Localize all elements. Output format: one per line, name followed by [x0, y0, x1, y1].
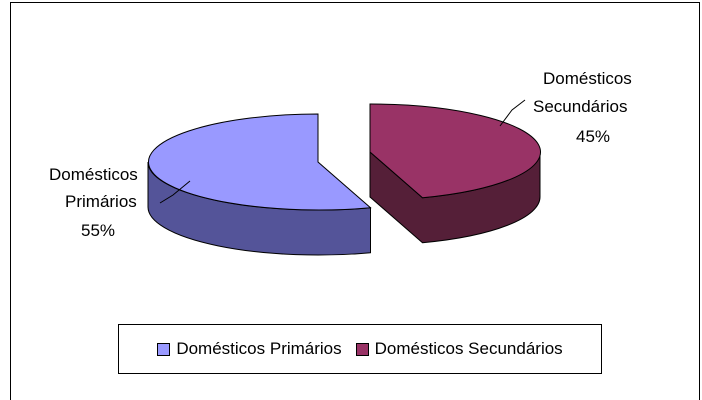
legend-item-primarios: Domésticos Primários — [157, 339, 342, 359]
legend-item-secundarios: Domésticos Secundários — [355, 339, 563, 359]
leader-line-secundarios — [499, 99, 526, 127]
legend-label-secundarios: Domésticos Secundários — [374, 339, 563, 358]
data-label-secundarios-line1: Domésticos — [543, 69, 632, 88]
pie-slice-secundarios — [369, 103, 542, 199]
legend-swatch-secundarios — [355, 342, 369, 356]
chart-legend: Domésticos Primários Domésticos Secundár… — [118, 324, 602, 374]
data-label-secundarios-pct: 45% — [576, 127, 610, 146]
leader-line-primarios — [159, 180, 191, 204]
data-label-primarios-pct: 55% — [81, 221, 115, 240]
chart-frame — [10, 2, 700, 400]
pie-slice-primarios — [148, 113, 372, 211]
data-label-primarios-line1: Domésticos — [49, 165, 138, 184]
data-label-secundarios-line2: Secundários — [533, 97, 628, 116]
legend-swatch-primarios — [157, 342, 171, 356]
data-label-primarios-line2: Primários — [65, 192, 137, 211]
legend-label-primarios: Domésticos Primários — [176, 339, 342, 358]
